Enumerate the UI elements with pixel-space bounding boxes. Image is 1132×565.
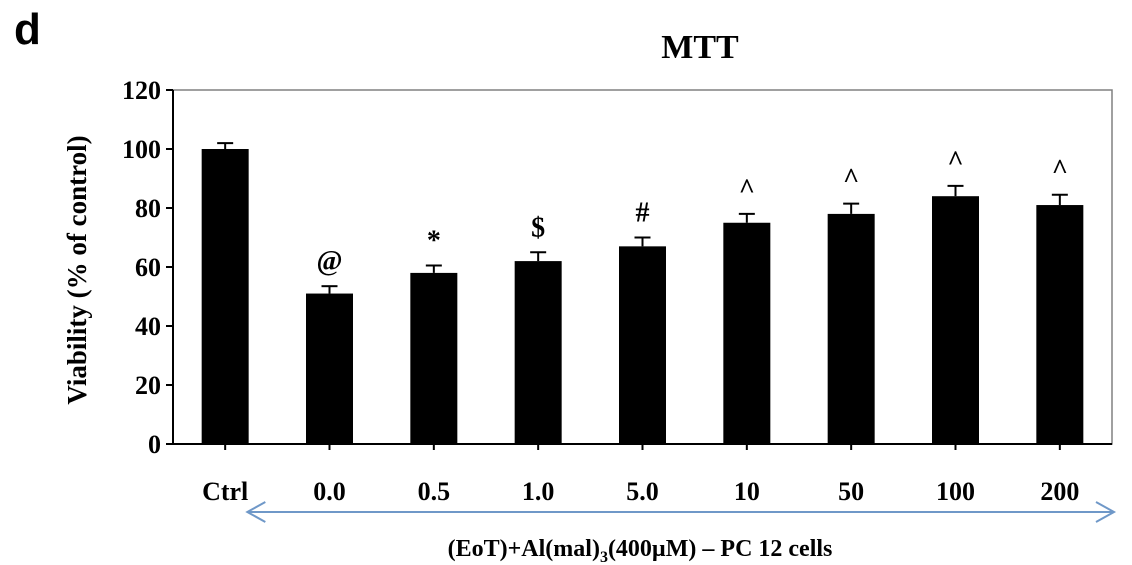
significance-label: ^ bbox=[947, 146, 963, 177]
y-axis-title: Viability (% of control) bbox=[62, 135, 92, 404]
x-tick-label: 100 bbox=[936, 477, 975, 506]
x-axis-title-subscript: 3 bbox=[600, 549, 608, 565]
y-tick-label: 40 bbox=[135, 312, 161, 341]
x-axis-title-main: (EoT)+Al(mal) bbox=[448, 536, 600, 562]
y-tick-label: 0 bbox=[148, 430, 161, 459]
x-tick-label: 1.0 bbox=[522, 477, 555, 506]
y-tick-label: 60 bbox=[135, 253, 161, 282]
significance-label: ^ bbox=[1052, 155, 1068, 186]
bar bbox=[201, 149, 249, 444]
y-tick-label: 20 bbox=[135, 371, 161, 400]
bar bbox=[306, 293, 353, 444]
significance-label: * bbox=[427, 226, 441, 257]
x-tick-label: 0.5 bbox=[418, 477, 451, 506]
significance-label: ^ bbox=[843, 164, 859, 195]
bar bbox=[723, 222, 771, 444]
x-axis-title: (EoT)+Al(mal)3(400µM) – PC 12 cells bbox=[448, 536, 833, 565]
significance-label: # bbox=[636, 198, 650, 229]
panel-label: d bbox=[14, 5, 41, 54]
x-tick-label: Ctrl bbox=[202, 477, 248, 506]
y-tick-label: 120 bbox=[122, 76, 161, 105]
y-tick-label: 80 bbox=[135, 194, 161, 223]
significance-label: ^ bbox=[739, 174, 755, 205]
chart-title: MTT bbox=[661, 29, 739, 66]
range-arrow-head-right bbox=[1095, 501, 1117, 523]
bar bbox=[514, 261, 562, 444]
bar bbox=[619, 246, 666, 444]
bar bbox=[1036, 205, 1084, 444]
bar bbox=[410, 272, 458, 444]
x-tick-label: 5.0 bbox=[626, 477, 659, 506]
plot-area: 0 20 40 60 80 100 120 Ctrl @0.0 * 0.5 $1.0 #5.0 ^ 10 ^ 5… bbox=[122, 76, 1117, 523]
range-arrow-head-left bbox=[245, 501, 266, 523]
bar bbox=[827, 213, 875, 444]
x-tick-label: 10 bbox=[734, 477, 760, 506]
x-axis-title-rest: (400µM) – PC 12 cells bbox=[608, 536, 832, 562]
bar bbox=[932, 196, 979, 444]
significance-label: @ bbox=[316, 246, 342, 277]
x-tick-label: 0.0 bbox=[313, 477, 346, 506]
y-tick-label: 100 bbox=[122, 135, 161, 164]
x-tick-label: 200 bbox=[1040, 477, 1079, 506]
x-tick-label: 50 bbox=[838, 477, 864, 506]
significance-label: $ bbox=[531, 212, 545, 243]
